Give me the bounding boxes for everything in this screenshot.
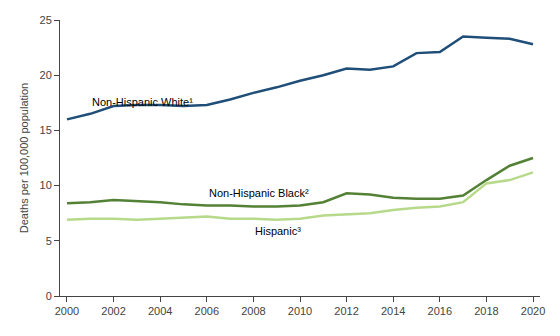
svg-text:2016: 2016 (428, 305, 452, 317)
svg-text:2014: 2014 (381, 305, 405, 317)
svg-text:2012: 2012 (334, 305, 358, 317)
svg-text:15: 15 (40, 124, 52, 136)
svg-text:2010: 2010 (288, 305, 312, 317)
svg-text:2020: 2020 (521, 305, 545, 317)
svg-text:0: 0 (46, 290, 52, 302)
svg-text:10: 10 (40, 179, 52, 191)
svg-text:20: 20 (40, 69, 52, 81)
svg-text:Non-Hispanic Black²: Non-Hispanic Black² (209, 187, 309, 199)
svg-text:2002: 2002 (101, 305, 125, 317)
svg-text:2000: 2000 (55, 305, 79, 317)
svg-text:Non-Hispanic White¹: Non-Hispanic White¹ (92, 96, 193, 108)
svg-text:2018: 2018 (474, 305, 498, 317)
svg-text:2008: 2008 (241, 305, 265, 317)
svg-text:2006: 2006 (195, 305, 219, 317)
svg-text:5: 5 (46, 235, 52, 247)
svg-text:2004: 2004 (148, 305, 172, 317)
svg-text:25: 25 (40, 14, 52, 26)
svg-text:Hispanic³: Hispanic³ (255, 225, 301, 237)
svg-text:Deaths per 100,000 population: Deaths per 100,000 population (18, 83, 30, 233)
